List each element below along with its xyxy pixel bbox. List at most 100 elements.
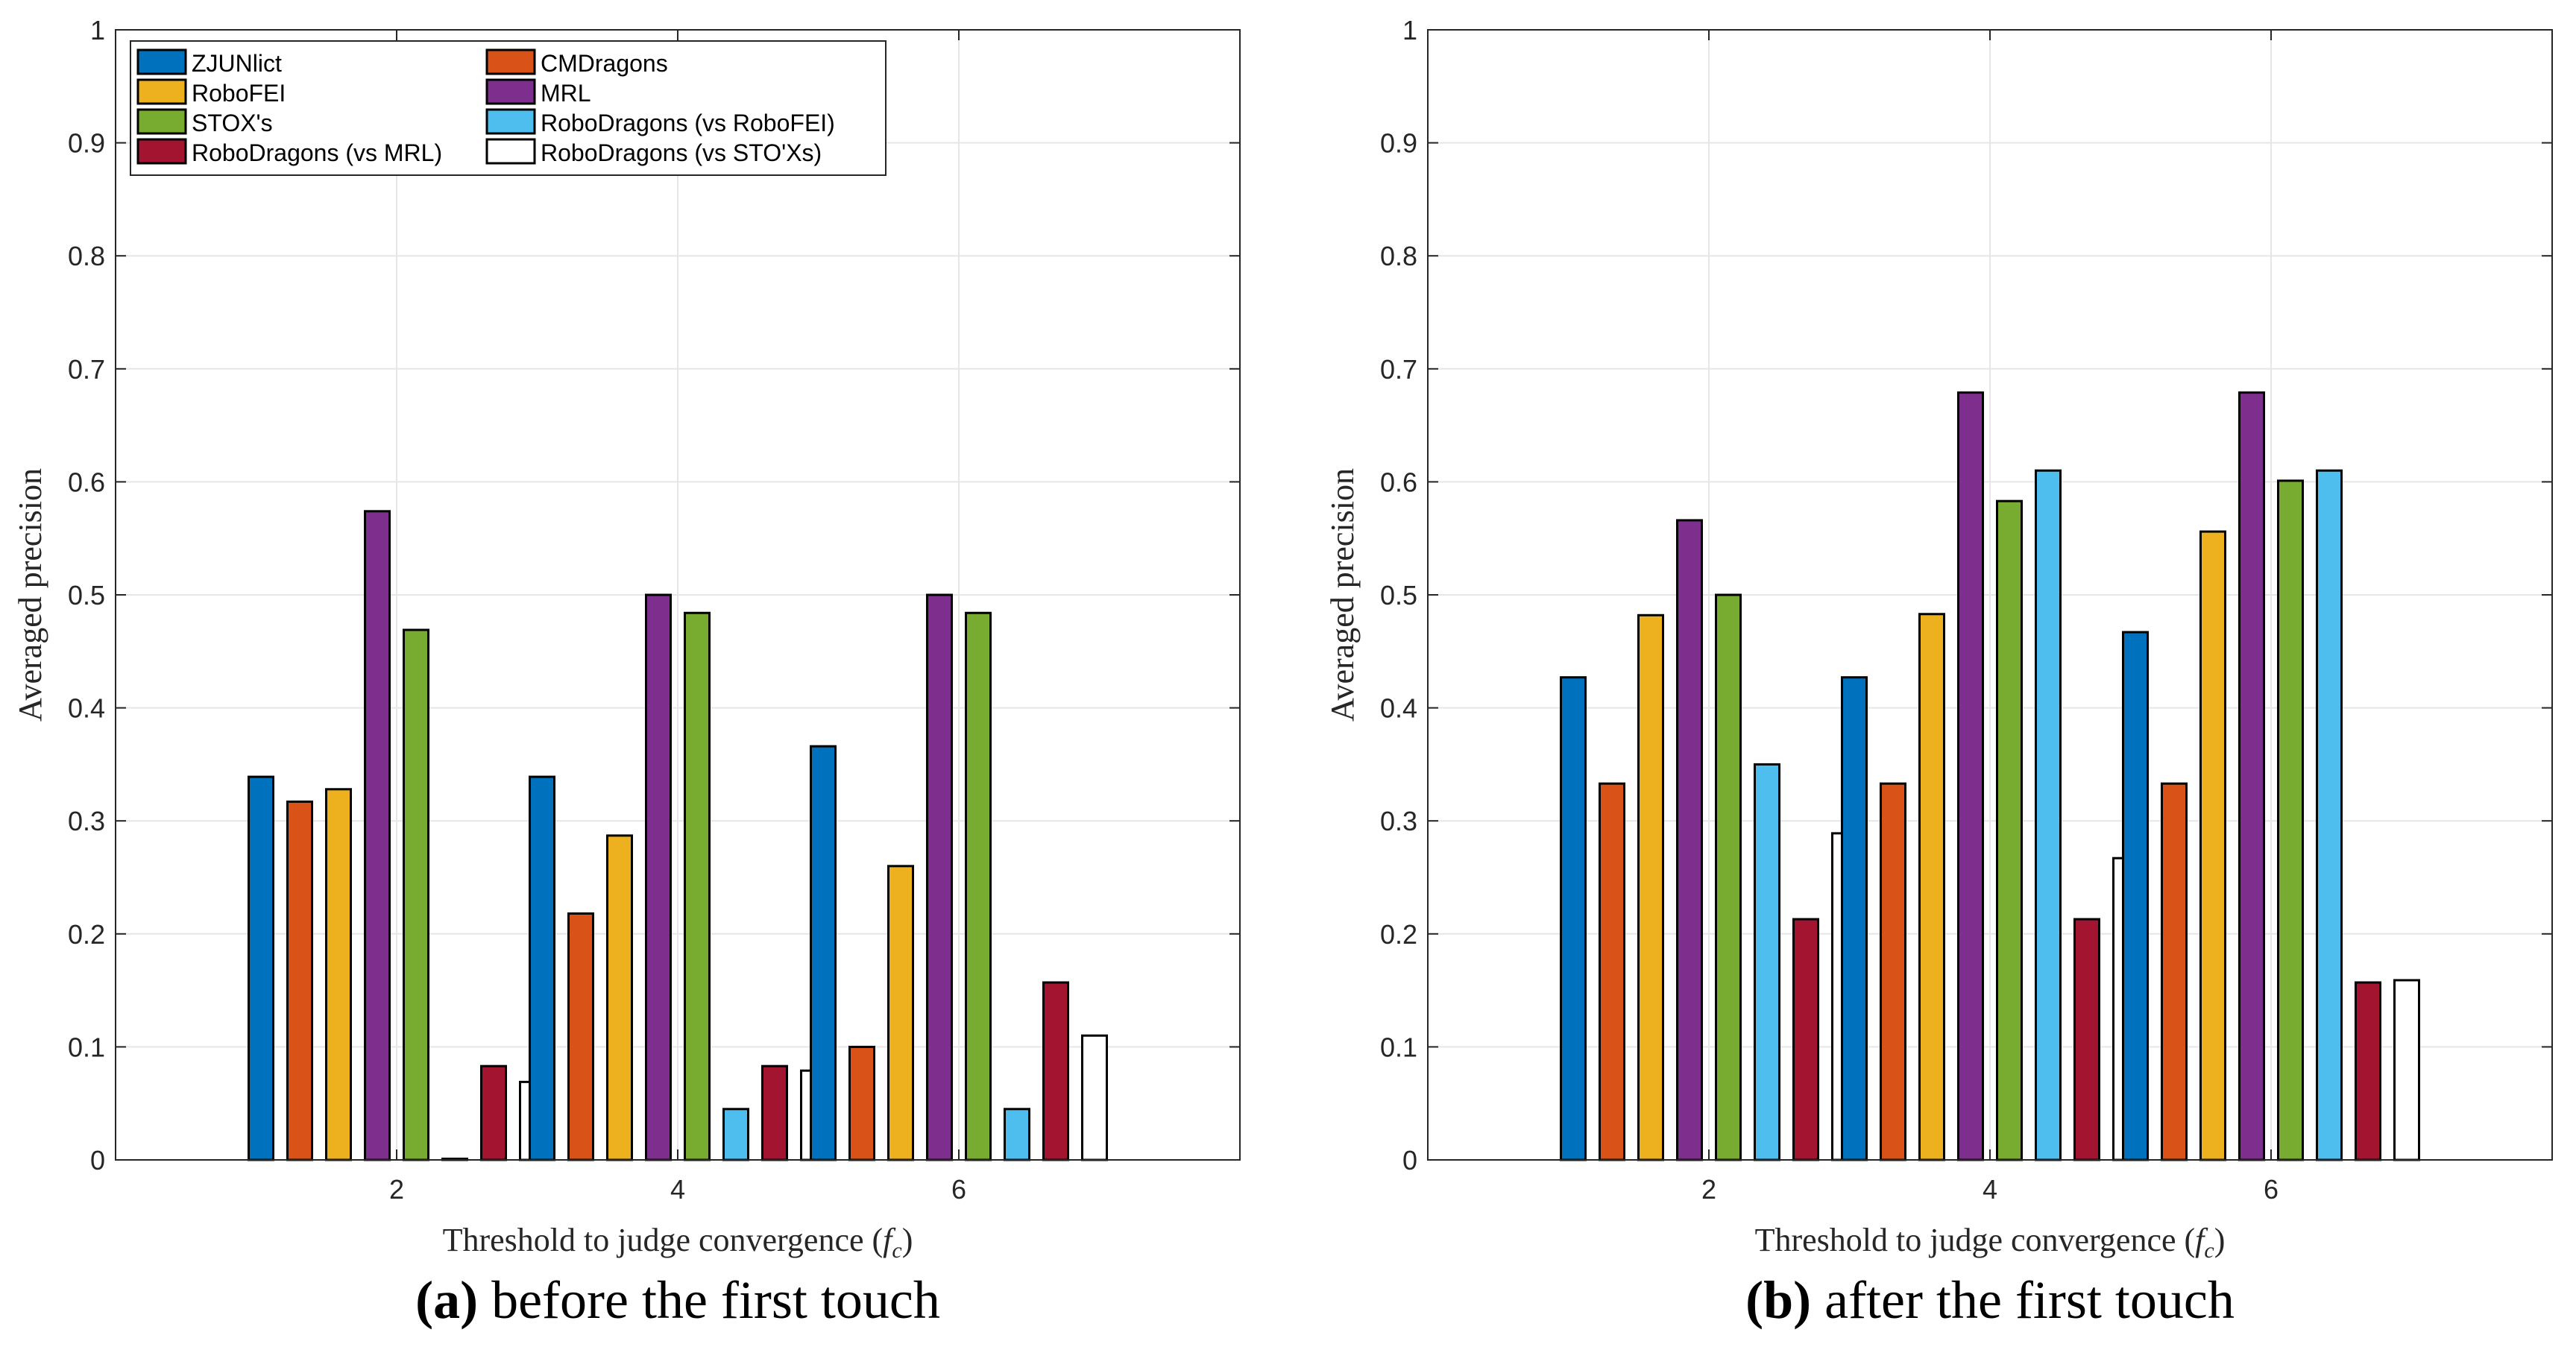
panel-caption-text: before the first touch	[478, 1270, 940, 1330]
bar	[2161, 782, 2188, 1161]
y-tick-label: 0.3	[1380, 806, 1417, 836]
y-tick-label: 0.6	[68, 467, 105, 497]
x-tick-label: 6	[951, 1174, 966, 1205]
y-tick-label: 0.7	[68, 354, 105, 385]
legend-swatch	[136, 138, 187, 165]
legend-entry-label: CMDragons	[541, 50, 668, 77]
panel-caption-letter: (a)	[415, 1270, 478, 1330]
panel-caption: (b) after the first touch	[1745, 1270, 2235, 1330]
bar	[2355, 981, 2381, 1161]
x-axis-label-subscript: c	[2204, 1238, 2214, 1263]
y-tick-label: 0.2	[68, 919, 105, 950]
y-tick-label: 1	[1402, 15, 1417, 45]
legend-entry-label: RoboDragons (vs RoboFEI)	[541, 110, 835, 136]
y-tick-label: 1	[90, 15, 105, 45]
bar	[2316, 469, 2343, 1161]
bar	[965, 611, 992, 1161]
legend-entry-label: RoboFEI	[192, 80, 286, 107]
bar	[248, 775, 274, 1161]
chart-panel-b: 0 0.1 0.2 0.3 0.4 0.5 0.6 0.7 0.8 0.9 1 2 4 6 Averaged…	[1324, 15, 2553, 1330]
legend-swatch	[485, 138, 536, 165]
legend-swatch	[136, 48, 187, 75]
legend-entry-label: RoboDragons (vs MRL)	[192, 139, 442, 166]
y-tick-label: 0.9	[68, 128, 105, 159]
x-tick-label: 2	[389, 1174, 404, 1205]
bar	[1042, 981, 1069, 1161]
bar	[887, 865, 914, 1161]
bar	[2238, 391, 2265, 1161]
legend-swatch	[485, 108, 536, 135]
bar	[761, 1064, 788, 1161]
bar	[848, 1045, 875, 1161]
bar	[1676, 519, 1703, 1161]
bar	[1841, 676, 1868, 1161]
y-tick-label: 0.6	[1380, 467, 1417, 497]
y-tick-label: 0.4	[1380, 693, 1417, 724]
bar	[1599, 782, 1625, 1161]
bar	[2035, 469, 2062, 1161]
bar	[1996, 499, 2023, 1161]
bar	[2073, 918, 2100, 1161]
legend-swatch	[485, 78, 536, 105]
y-tick-label: 0.8	[68, 241, 105, 271]
legend-swatch	[136, 78, 187, 105]
panel-caption-text: after the first touch	[1811, 1270, 2235, 1330]
y-tick-label: 0.5	[1380, 580, 1417, 611]
y-tick-label: 0.8	[1380, 241, 1417, 271]
bar	[1004, 1108, 1030, 1161]
legend-entry-label: STOX's	[192, 110, 273, 136]
x-axis-label-close: )	[902, 1222, 913, 1258]
y-tick-label: 0.7	[1380, 354, 1417, 385]
bar	[1880, 782, 1906, 1161]
legend-swatch	[136, 108, 187, 135]
y-tick-label: 0.2	[1380, 919, 1417, 950]
bar	[722, 1108, 749, 1161]
y-tick-label: 0.1	[1380, 1032, 1417, 1062]
x-axis-label: Threshold to judge convergence (fc)	[443, 1222, 913, 1263]
x-tick-label: 4	[1983, 1174, 1997, 1205]
bar	[926, 593, 953, 1161]
x-axis-label: Threshold to judge convergence (fc)	[1755, 1222, 2226, 1263]
y-axis-label: Averaged precision	[12, 468, 48, 722]
x-tick-label: 4	[670, 1174, 685, 1205]
legend-entry-label: MRL	[541, 80, 591, 107]
bar	[529, 775, 555, 1161]
bar	[2199, 530, 2226, 1161]
bar	[1715, 593, 1742, 1161]
bar	[325, 788, 352, 1161]
bar	[2277, 479, 2304, 1161]
bar	[286, 800, 313, 1161]
bar	[1957, 391, 1984, 1161]
legend-entry-label: RoboDragons (vs STO'Xs)	[541, 139, 822, 166]
bar	[1754, 763, 1780, 1161]
bar	[684, 611, 711, 1161]
y-tick-label: 0.3	[68, 806, 105, 836]
x-axis-label-subscript: c	[892, 1238, 901, 1263]
legend: ZJUNlict CMDragons RoboFEI MRL STOX's RoboDra…	[130, 40, 887, 176]
bar	[364, 510, 391, 1161]
x-axis-label-text: Threshold to judge convergence (	[1755, 1222, 2196, 1258]
y-tick-label: 0.9	[1380, 128, 1417, 159]
y-tick-label: 0	[90, 1145, 105, 1176]
y-tick-label: 0.4	[68, 693, 105, 724]
chart-panel-a: 0 0.1 0.2 0.3 0.4 0.5 0.6 0.7 0.8 0.9 1 2 4 6 Averaged…	[12, 15, 1241, 1330]
legend-entry-label: ZJUNlict	[192, 50, 282, 77]
bar	[1918, 613, 1945, 1161]
x-axis-label-text: Threshold to judge convergence (	[443, 1222, 884, 1258]
bar	[1560, 676, 1587, 1161]
bar	[810, 745, 837, 1161]
bar	[606, 834, 633, 1161]
y-tick-label: 0	[1402, 1145, 1417, 1176]
bar	[403, 628, 429, 1161]
x-tick-label: 2	[1701, 1174, 1716, 1205]
y-tick-label: 0.5	[68, 580, 105, 611]
bar	[480, 1064, 507, 1161]
bar	[2122, 631, 2149, 1161]
bar	[1792, 918, 1819, 1161]
x-axis-label-close: )	[2214, 1222, 2226, 1258]
bar	[2393, 979, 2420, 1161]
bar	[1081, 1034, 1108, 1161]
bar	[1637, 613, 1664, 1161]
